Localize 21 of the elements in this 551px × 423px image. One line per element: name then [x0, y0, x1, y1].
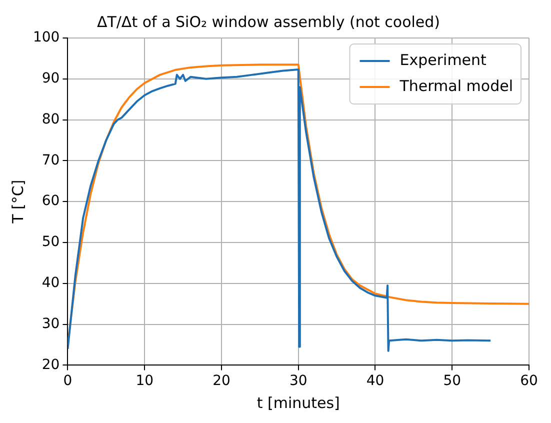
- y-tick-label: 70: [42, 152, 60, 168]
- y-tick-label: 90: [42, 70, 60, 87]
- x-axis-title: t [minutes]: [256, 394, 340, 412]
- x-tick-label: 20: [212, 373, 230, 390]
- y-tick-label: 50: [42, 234, 60, 250]
- legend-label: Experiment: [400, 50, 487, 69]
- y-tick-label: 100: [32, 30, 60, 46]
- y-tick-label: 80: [42, 111, 60, 128]
- x-tick-label: 40: [366, 373, 384, 390]
- x-tick-label: 30: [289, 373, 308, 390]
- y-axis-title: T [°C]: [8, 180, 27, 224]
- y-tick-label: 40: [42, 275, 60, 292]
- chart-title: ΔT/Δt of a SiO₂ window assembly (not cooled): [96, 12, 440, 31]
- x-tick-label: 10: [136, 373, 154, 390]
- y-tick-label: 30: [42, 316, 60, 332]
- legend-label: Thermal model: [398, 76, 514, 95]
- x-tick-label: 60: [520, 373, 538, 390]
- y-tick-label: 20: [42, 356, 60, 373]
- y-tick-label: 60: [42, 193, 60, 210]
- x-tick-label: 0: [63, 373, 72, 390]
- x-tick-label: 50: [443, 373, 462, 390]
